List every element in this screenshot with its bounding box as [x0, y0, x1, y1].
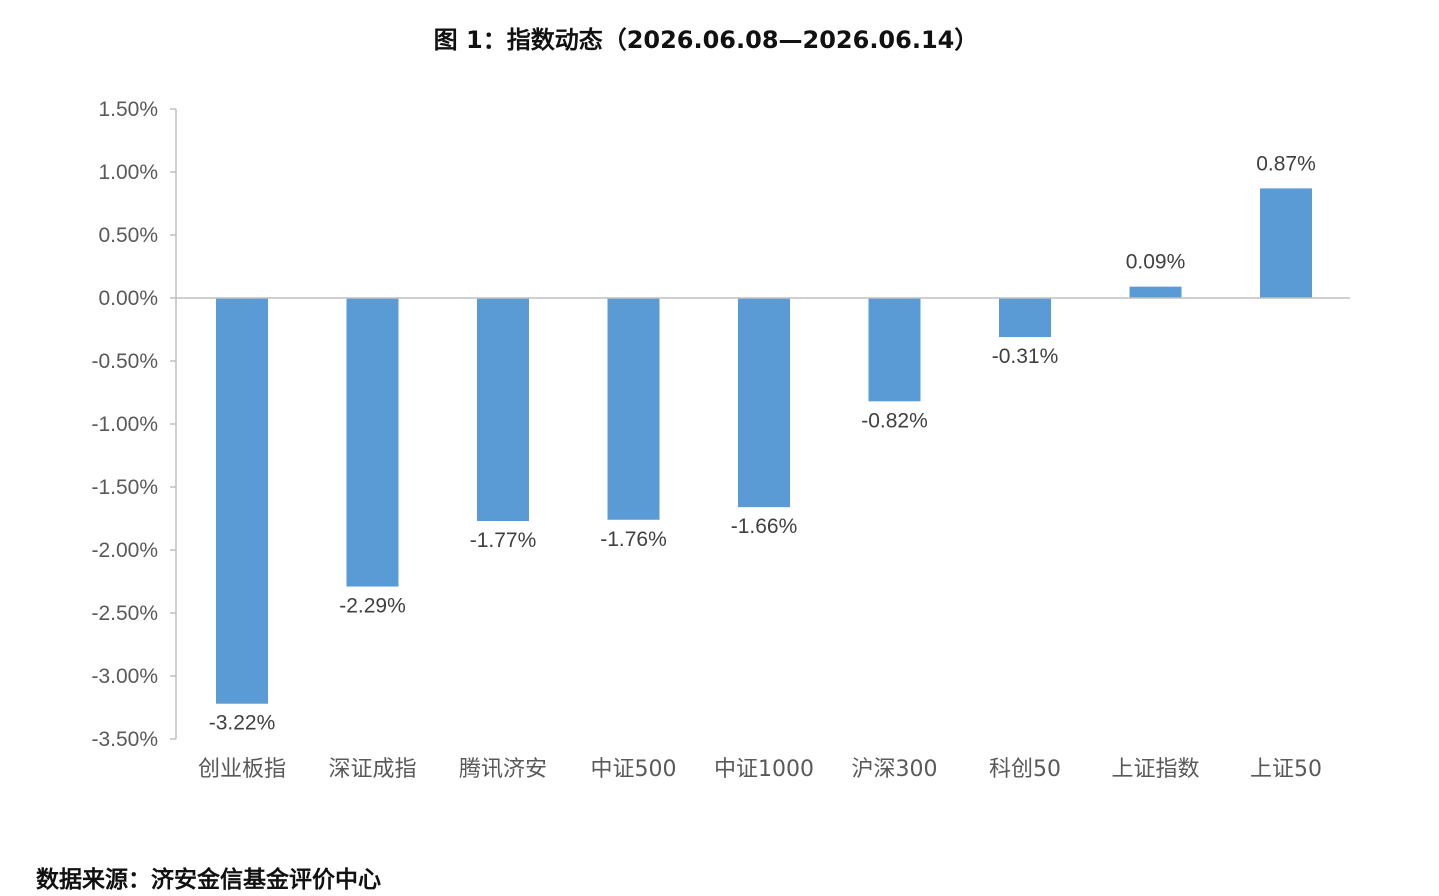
bar	[1129, 286, 1182, 298]
y-tick-label: -0.50%	[91, 350, 158, 373]
y-tick-label: -1.00%	[91, 413, 158, 436]
bars	[216, 188, 1312, 704]
data-label: -1.76%	[600, 528, 667, 551]
y-tick-label: -3.50%	[91, 728, 158, 751]
category-label: 中证500	[591, 757, 677, 782]
category-label: 沪深300	[852, 757, 938, 782]
bar	[999, 298, 1051, 338]
data-label: -1.66%	[731, 515, 798, 538]
chart-title: 图 1：指数动态（2026.06.08—2026.06.14）	[433, 26, 979, 54]
bar	[868, 298, 921, 402]
bar	[607, 298, 660, 520]
source-note: 数据来源：济安金信基金评价中心	[36, 866, 381, 893]
category-label: 中证1000	[714, 757, 814, 782]
bar-chart: 1.50% 1.00% 0.50% 0.00% -0.50% -1.00% -1.50% -2…	[91, 98, 1350, 782]
data-label: -2.29%	[339, 595, 406, 618]
bar	[1260, 188, 1312, 298]
data-label: -1.77%	[470, 529, 537, 552]
y-tick-label: 0.00%	[98, 287, 158, 310]
bar	[346, 298, 399, 587]
bar	[738, 298, 790, 508]
y-tick-label: 1.00%	[98, 161, 158, 184]
category-label: 深证成指	[328, 757, 416, 782]
y-axis: 1.50% 1.00% 0.50% 0.00% -0.50% -1.00% -1.50% -2…	[91, 98, 177, 751]
y-tick-label: -2.00%	[91, 539, 158, 562]
data-label: 0.09%	[1126, 251, 1186, 274]
data-label: 0.87%	[1256, 152, 1316, 175]
category-labels: 创业板指 深证成指 腾讯济安 中证500 中证1000 沪深300 科创50 上证指数 上证50	[198, 757, 1322, 782]
category-label: 上证指数	[1111, 757, 1199, 782]
category-label: 科创50	[989, 757, 1061, 782]
y-tick-label: -3.00%	[91, 665, 158, 688]
data-label: -0.31%	[992, 345, 1059, 368]
data-label: -3.22%	[209, 712, 276, 735]
bar	[477, 298, 529, 522]
data-labels: -3.22% -2.29% -1.77% -1.76% -1.66% -0.82% -0.3…	[209, 152, 1316, 734]
category-label: 上证50	[1250, 757, 1322, 782]
bar	[216, 298, 268, 704]
data-label: -0.82%	[861, 409, 928, 432]
category-label: 创业板指	[198, 757, 286, 782]
y-tick-label: 1.50%	[98, 98, 158, 121]
y-tick-label: -2.50%	[91, 602, 158, 625]
y-tick-label: -1.50%	[91, 476, 158, 499]
y-tick-label: 0.50%	[98, 224, 158, 247]
category-label: 腾讯济安	[459, 757, 547, 782]
